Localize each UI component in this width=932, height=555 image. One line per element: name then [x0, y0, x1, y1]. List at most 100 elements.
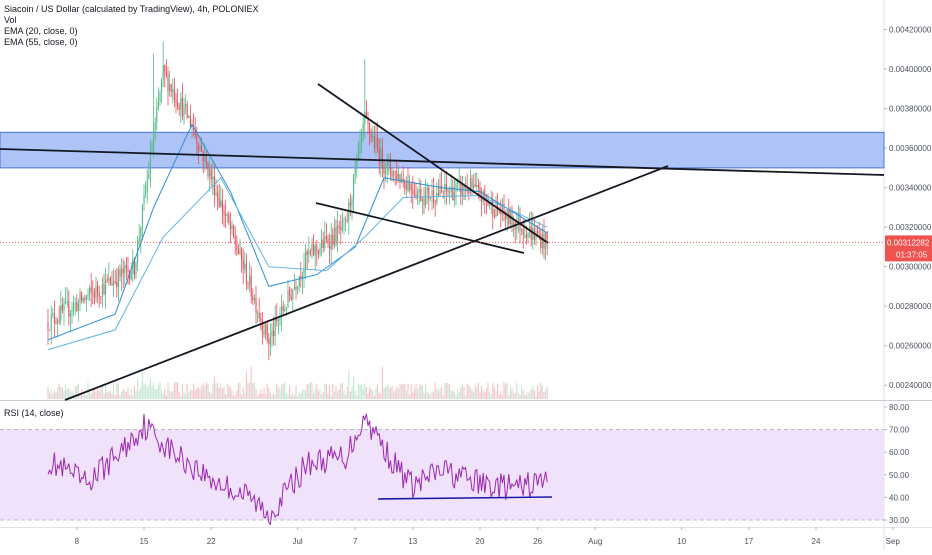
volume-bar: [541, 385, 543, 399]
candle-body: [335, 227, 337, 243]
candles: [47, 41, 548, 361]
candle-body: [135, 262, 137, 275]
candle-body: [481, 198, 483, 202]
candle-body: [513, 222, 515, 225]
candle-body: [127, 268, 129, 272]
candle-body: [268, 339, 270, 345]
rsi-legend[interactable]: RSI (14, close): [4, 408, 64, 418]
candle-body: [255, 297, 257, 314]
candle-body: [237, 250, 239, 254]
candle-body: [474, 184, 476, 187]
ema55-legend[interactable]: EMA (55, close, 0): [4, 37, 78, 47]
candle-body: [231, 225, 233, 230]
candle-body: [522, 229, 524, 235]
candle-body: [101, 284, 103, 298]
candle-body: [229, 222, 231, 230]
candle-body: [181, 97, 183, 117]
volume-bar: [420, 384, 422, 399]
candle-body: [282, 306, 284, 311]
volume-bar: [450, 390, 452, 399]
volume-bar: [372, 390, 374, 399]
candle-body: [420, 188, 422, 202]
candle-body: [415, 194, 417, 198]
volume-bar: [169, 390, 171, 399]
volume-bar: [525, 394, 527, 399]
candle-body: [436, 193, 438, 203]
candle-body: [380, 147, 382, 163]
candle-body: [173, 89, 175, 100]
volume-bar: [524, 395, 526, 399]
volume-bar: [226, 383, 228, 399]
candle-body: [71, 310, 73, 313]
candle-body: [399, 174, 401, 183]
volume-bar: [469, 387, 471, 399]
candle-body: [359, 142, 361, 147]
candle-body: [452, 187, 454, 201]
candle-body: [221, 200, 223, 212]
volume-bar: [223, 386, 225, 399]
volume-bar: [377, 384, 379, 399]
candle-body: [377, 137, 379, 148]
volume-bar: [277, 386, 279, 399]
candle-body: [330, 234, 332, 250]
volume-bar: [311, 382, 313, 399]
volume-bar: [338, 389, 340, 399]
candle-body: [386, 160, 388, 172]
ema20-legend[interactable]: EMA (20, close, 0): [4, 26, 78, 36]
volume-bar: [68, 388, 70, 399]
candle-body: [218, 198, 220, 207]
volume-bar: [460, 386, 462, 399]
candle-body: [257, 312, 259, 314]
symbol-title[interactable]: Siacoin / US Dollar (calculated by Tradi…: [4, 4, 259, 14]
candle-body: [489, 204, 491, 206]
volume-bar: [177, 382, 179, 399]
volume-bar: [89, 391, 91, 399]
volume-bar: [489, 391, 491, 399]
candle-body: [397, 174, 399, 181]
volume-bar: [508, 395, 510, 399]
volume-bar: [52, 393, 54, 399]
volume-bar: [234, 395, 236, 399]
volume-bar: [322, 391, 324, 399]
price-tick-label: 0.00240000: [889, 381, 932, 390]
volume-bar: [189, 389, 191, 399]
candle-body: [105, 279, 107, 295]
volume-bar: [209, 391, 211, 399]
time-tick-label: 20: [476, 537, 485, 546]
volume-bar: [165, 395, 167, 399]
candle-body: [389, 160, 391, 172]
price-tick-label: 0.00320000: [889, 223, 932, 232]
volume-bar: [124, 390, 126, 399]
volume-bar: [426, 391, 428, 399]
horizontal-resistance-line: [0, 148, 885, 176]
candle-body: [100, 296, 102, 298]
candle-body: [114, 280, 116, 283]
candle-body: [434, 202, 436, 204]
candle-body: [269, 336, 271, 345]
volume-bar: [386, 385, 388, 399]
candle-body: [204, 154, 206, 162]
volume-bar: [509, 386, 511, 399]
candle-body: [111, 283, 113, 286]
volume-bar: [500, 391, 502, 399]
volume-legend[interactable]: Vol: [4, 15, 17, 25]
candle-body: [346, 219, 348, 221]
volume-bar: [361, 384, 363, 399]
price-tag-countdown: 01:37:05: [896, 250, 928, 259]
volume-bar: [153, 382, 155, 399]
candle-body: [49, 329, 51, 331]
volume-bar: [241, 394, 243, 399]
volume-bar: [401, 384, 403, 399]
volume-bar: [396, 386, 398, 399]
candle-body: [244, 263, 246, 270]
candle-body: [50, 314, 52, 331]
candle-body: [52, 313, 54, 315]
volume-bar: [149, 378, 151, 399]
volume-bar: [297, 395, 299, 399]
volume-bar: [517, 392, 519, 399]
candle-body: [425, 191, 427, 205]
candle-body: [391, 171, 393, 177]
volume-bar: [95, 391, 97, 399]
